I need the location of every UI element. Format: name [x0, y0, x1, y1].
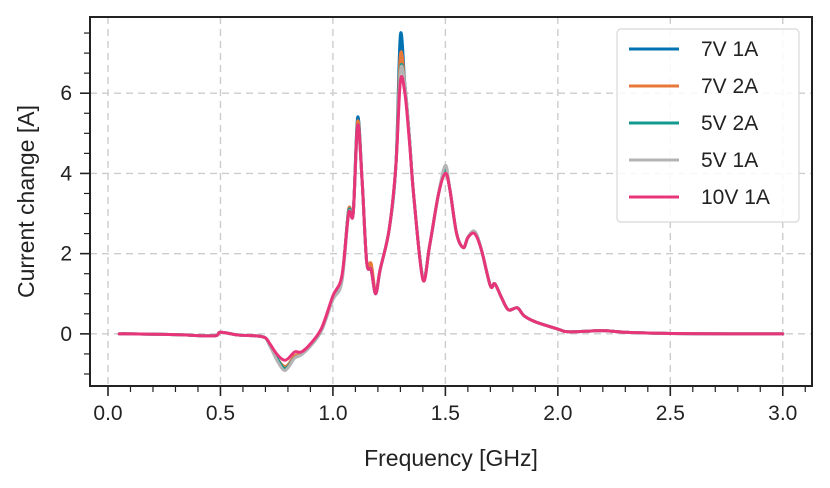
- legend-label-7v-1a: 7V 1A: [701, 38, 758, 61]
- y-tick-label: 0: [60, 323, 72, 346]
- x-tick-label: 0.5: [206, 402, 235, 425]
- y-tick-label: 4: [60, 162, 72, 185]
- x-tick-label: 2.0: [543, 402, 572, 425]
- series-lines: [117, 31, 785, 372]
- y-tick-label: 6: [60, 82, 72, 105]
- x-tick-label: 2.5: [656, 402, 685, 425]
- y-tick-label: 2: [60, 243, 72, 266]
- plot-frame: [89, 16, 813, 387]
- legend-label-7v-2a: 7V 2A: [701, 75, 758, 98]
- legend-label-5v-2a: 5V 2A: [701, 112, 758, 135]
- x-axis-label: Frequency [GHz]: [364, 445, 538, 471]
- x-tick-label: 3.0: [768, 402, 797, 425]
- legend-label-10v-1a: 10V 1A: [701, 186, 770, 209]
- y-axis-label: Current change [A]: [13, 105, 39, 298]
- legend-box: [616, 28, 800, 223]
- x-tick-label: 1.5: [431, 402, 460, 425]
- axis-ticks: 0.0 0.5 1.0 1.5 2.0 2.5 3.0 0 2 4 6: [60, 32, 806, 425]
- series-line-10v-1a: [117, 75, 785, 362]
- x-tick-label: 0.0: [93, 402, 122, 425]
- legend-label-5v-1a: 5V 1A: [701, 149, 758, 172]
- legend: 7V 1A 7V 2A 5V 2A 5V 1A 10V 1A: [616, 28, 800, 223]
- x-tick-label: 1.0: [318, 402, 347, 425]
